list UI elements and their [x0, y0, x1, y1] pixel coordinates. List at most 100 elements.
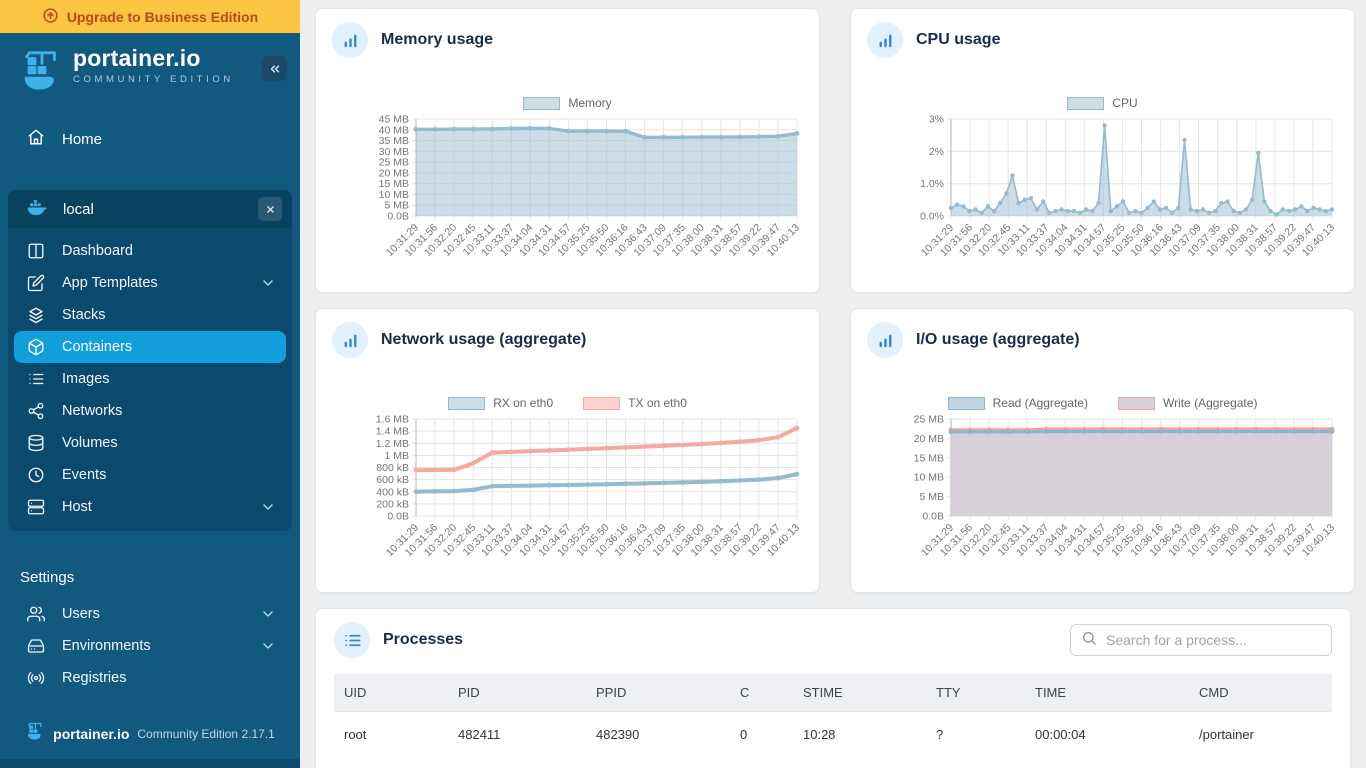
sidebar-item-host[interactable]: Host: [14, 491, 286, 523]
radio-icon: [27, 669, 45, 687]
svg-text:1.0%: 1.0%: [920, 178, 944, 190]
sidebar-item-label: App Templates: [62, 275, 158, 291]
sidebar-item-environments[interactable]: Environments: [14, 630, 286, 662]
memory-usage-card: Memory usage Memory 10:31:2910:31:5610:32:…: [315, 8, 820, 293]
process-search-box: [1070, 624, 1332, 656]
chart-title: Network usage (aggregate): [381, 331, 586, 349]
column-header-time: TIME: [1025, 674, 1189, 712]
sidebar-item-label: Registries: [62, 670, 126, 686]
legend-item[interactable]: TX on eth0: [583, 396, 687, 410]
dashboard-icon: [27, 242, 45, 260]
io-usage-chart: 10:31:2910:31:5610:32:2010:32:4510:33:11…: [867, 413, 1338, 581]
box-icon: [27, 338, 45, 356]
search-icon: [1081, 630, 1097, 651]
sidebar-item-label: Volumes: [62, 435, 118, 451]
sidebar-item-dashboard[interactable]: Dashboard: [14, 235, 286, 267]
sidebar-collapse-button[interactable]: [262, 56, 287, 81]
bar-chart-icon: [341, 331, 360, 350]
svg-text:400 kB: 400 kB: [376, 486, 409, 498]
sidebar-item-events[interactable]: Events: [14, 459, 286, 491]
docker-whale-icon: [26, 196, 48, 222]
svg-text:0.0B: 0.0B: [922, 511, 944, 523]
svg-text:1 MB: 1 MB: [384, 450, 409, 462]
sidebar: Upgrade to Business Edition portainer.io…: [0, 0, 300, 768]
memory-usage-svg: 10:31:2910:31:5610:32:2010:32:4510:33:11…: [332, 113, 803, 281]
table-cell: 482390: [586, 712, 730, 758]
svg-text:1.4 MB: 1.4 MB: [376, 426, 409, 438]
processes-table: UIDPIDPPIDCSTIMETTYTIMECMD root482411482…: [334, 674, 1332, 757]
sidebar-item-home[interactable]: Home: [14, 124, 286, 154]
environment-close-button[interactable]: [258, 197, 282, 221]
sidebar-item-users[interactable]: Users: [14, 598, 286, 630]
cpu-usage-svg: 10:31:2910:31:5610:32:2010:32:4510:33:11…: [867, 113, 1338, 281]
chart-title: Memory usage: [381, 31, 493, 49]
legend-item[interactable]: Write (Aggregate): [1118, 396, 1257, 410]
sidebar-item-stacks[interactable]: Stacks: [14, 299, 286, 331]
users-icon: [27, 605, 45, 623]
sidebar-item-app-templates[interactable]: App Templates: [14, 267, 286, 299]
svg-text:3%: 3%: [929, 114, 944, 126]
processes-card: Processes UIDPIDPPIDCSTIMETTYTIMECMD roo…: [315, 608, 1351, 768]
sidebar-item-volumes[interactable]: Volumes: [14, 427, 286, 459]
logo-title: portainer.io: [73, 45, 234, 71]
main-content: Memory usage Memory 10:31:2910:31:5610:32:…: [300, 0, 1366, 768]
table-header-row: UIDPIDPPIDCSTIMETTYTIMECMD: [334, 674, 1332, 712]
portainer-logo-small-icon: [25, 721, 45, 746]
list-icon: [334, 622, 370, 658]
environment-header[interactable]: local: [8, 190, 292, 228]
sidebar-item-label: Containers: [62, 339, 132, 355]
chevron-down-icon: [260, 499, 276, 515]
legend-swatch: [948, 397, 985, 410]
legend-item[interactable]: Memory: [523, 96, 611, 110]
io-usage-card: I/O usage (aggregate)Read (Aggregate)Wri…: [850, 308, 1355, 593]
sidebar-item-containers[interactable]: Containers: [14, 331, 286, 363]
arrow-up-circle-icon: [42, 7, 59, 24]
sidebar-item-label: Home: [62, 131, 102, 148]
legend-label: CPU: [1112, 96, 1137, 110]
list-icon: [27, 370, 45, 388]
bar-chart-icon: [876, 331, 895, 350]
sidebar-item-registries[interactable]: Registries: [14, 662, 286, 694]
legend-label: TX on eth0: [628, 396, 687, 410]
sidebar-item-images[interactable]: Images: [14, 363, 286, 395]
footer-brand: portainer.io: [53, 726, 129, 742]
chart-legend: RX on eth0 TX on eth0: [332, 396, 803, 410]
network-usage-chart: 10:31:2910:31:5610:32:2010:32:4510:33:11…: [332, 413, 803, 581]
database-icon: [27, 434, 45, 452]
legend-label: RX on eth0: [493, 396, 553, 410]
table-cell: 0: [730, 712, 793, 758]
environment-name: local: [63, 201, 94, 218]
chart-title: CPU usage: [916, 31, 1000, 49]
chevron-down-icon: [260, 638, 276, 654]
legend-item[interactable]: RX on eth0: [448, 396, 553, 410]
svg-text:20 MB: 20 MB: [914, 433, 944, 445]
svg-text:200 kB: 200 kB: [376, 498, 409, 510]
process-search-input[interactable]: [1104, 631, 1321, 649]
sidebar-item-networks[interactable]: Networks: [14, 395, 286, 427]
sidebar-item-label: Host: [62, 499, 92, 515]
crane-icon: [18, 47, 64, 93]
bar-chart-icon: [332, 322, 368, 358]
network-usage-card: Network usage (aggregate) RX on eth0 TX on…: [315, 308, 820, 593]
table-cell: /portainer: [1189, 712, 1332, 758]
network-usage-svg: 10:31:2910:31:5610:32:2010:32:4510:33:11…: [332, 413, 803, 581]
legend-label: Read (Aggregate): [993, 396, 1088, 410]
legend-item[interactable]: CPU: [1067, 96, 1137, 110]
sidebar-item-label: Networks: [62, 403, 122, 419]
footer-edition: Community Edition 2.17.1: [137, 727, 274, 741]
cpu-usage-card: CPU usage CPU 10:31:2910:31:5610:32:2010:3…: [850, 8, 1355, 293]
column-header-c: C: [730, 674, 793, 712]
svg-text:25 MB: 25 MB: [914, 414, 944, 426]
sidebar-item-label: Events: [62, 467, 106, 483]
x-icon: [264, 203, 277, 216]
column-header-pid: PID: [448, 674, 586, 712]
svg-text:0.0B: 0.0B: [387, 211, 409, 223]
legend-item[interactable]: Read (Aggregate): [948, 396, 1088, 410]
upgrade-banner[interactable]: Upgrade to Business Edition: [0, 0, 300, 33]
legend-swatch: [1118, 397, 1155, 410]
search-icon: [1081, 630, 1097, 646]
home-icon: [27, 128, 45, 146]
column-header-ppid: PPID: [586, 674, 730, 712]
bar-chart-icon: [332, 22, 368, 58]
legend-swatch: [583, 397, 620, 410]
